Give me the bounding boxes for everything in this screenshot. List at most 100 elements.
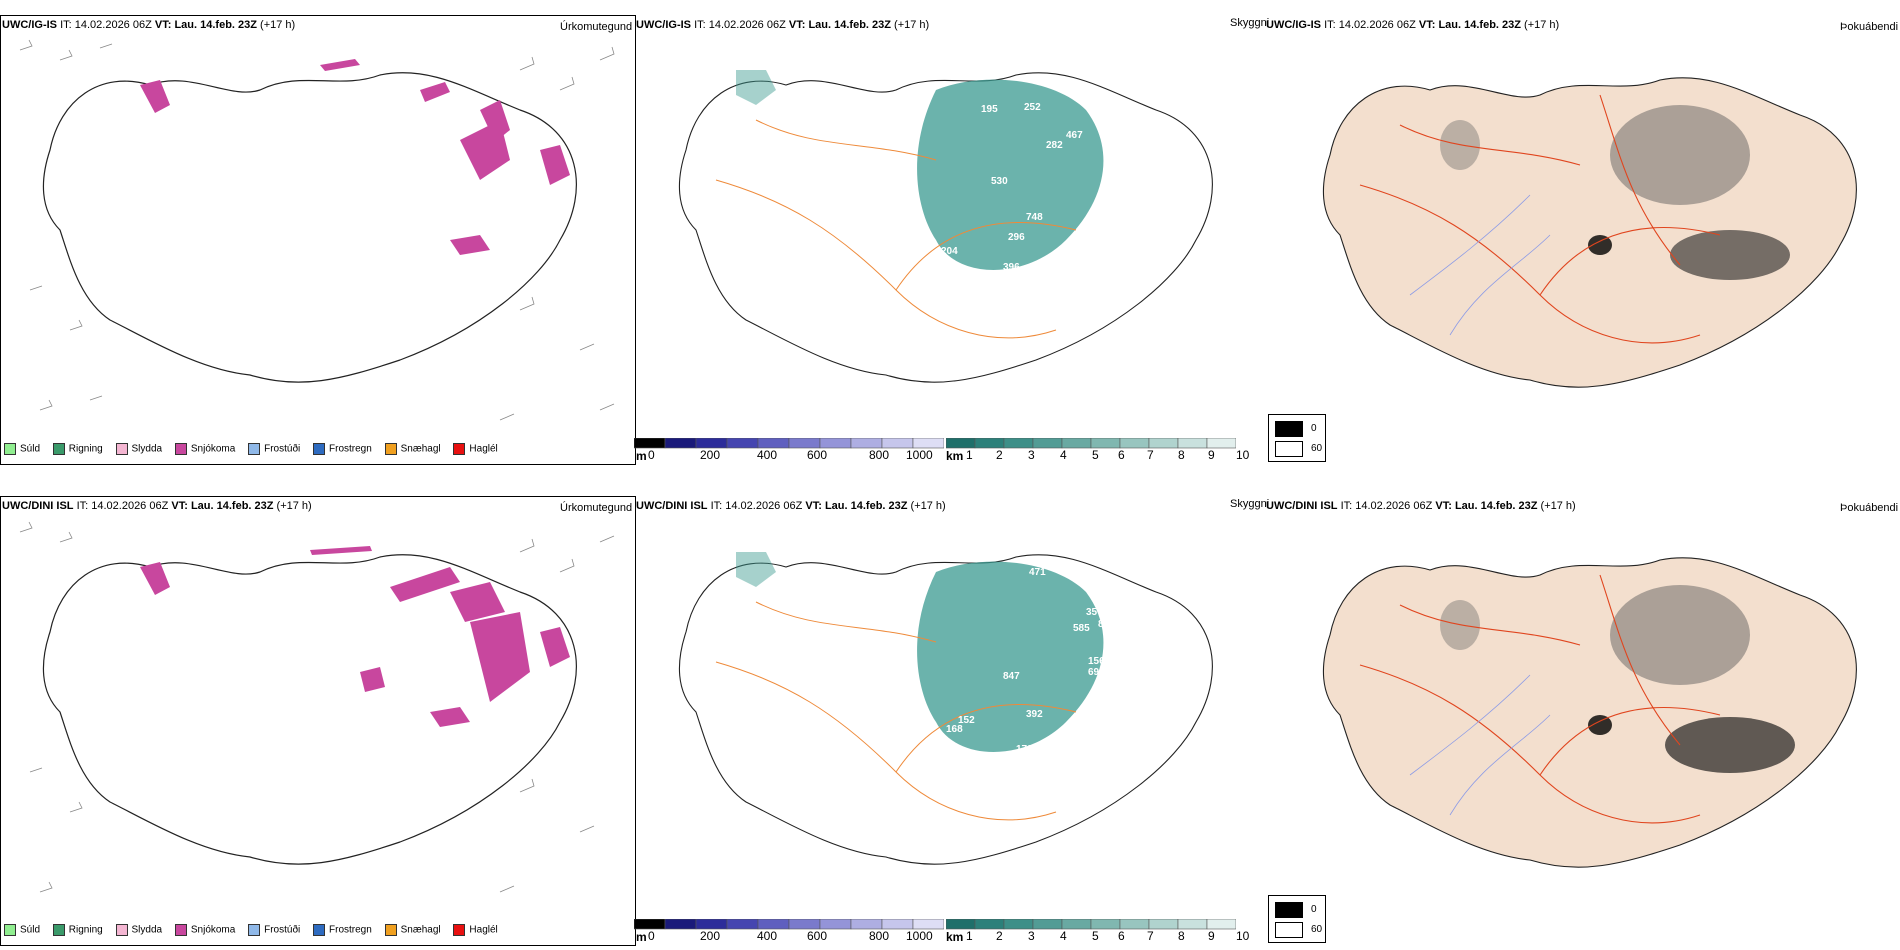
vis-bin [1206, 919, 1236, 930]
fog-swatch-black [1275, 902, 1303, 918]
vis-tick: 5 [1092, 448, 1099, 462]
cloud-labels: 471 357 867 404 585 632 847 156 691 556 … [946, 567, 1192, 770]
row1-cloud-param: Skyggni [1230, 17, 1270, 29]
vt-label: VT: [154, 19, 172, 31]
row2-cloud-map: 471 357 867 404 585 632 847 156 691 556 … [678, 552, 1213, 865]
cloud-label: 282 [1148, 690, 1165, 701]
legend-item: Súld [4, 443, 40, 455]
vis-tick: 3 [1028, 929, 1035, 943]
legend-swatch [4, 443, 16, 455]
vis-tick: 8 [1178, 929, 1185, 943]
fog-label: 0 [1311, 904, 1317, 915]
legend-swatch [384, 924, 397, 936]
fog-label: 60 [1311, 924, 1323, 935]
fog-swatch-white [1275, 441, 1303, 457]
base-bin [757, 919, 790, 930]
vis-unit: km [946, 449, 964, 463]
vis-unit: km [946, 930, 964, 944]
row1-precip-title: UWC/IG-IS IT: 14.02.2026 06Z VT: Lau. 14… [2, 19, 295, 31]
iceland-land [1322, 557, 1857, 868]
row1-fog-legend: 0 60 [1268, 414, 1326, 462]
cloud-label: 471 [1029, 567, 1046, 578]
vis-tick: 1 [966, 929, 973, 943]
legend-swatch [174, 443, 187, 455]
vis-bin [1090, 919, 1121, 930]
row1-base-colorbar [634, 438, 944, 449]
legend-swatch [4, 924, 16, 936]
row1-precip-legend: Súld Rigning Slydda Snjókoma Frostúði Fr… [4, 443, 508, 455]
vis-bin [974, 919, 1005, 930]
fog-shading [1440, 105, 1790, 280]
vis-bin [974, 438, 1005, 449]
wind-barbs [19, 39, 615, 421]
vis-tick: 7 [1147, 448, 1154, 462]
cloud-label: 691 [1088, 667, 1105, 678]
vis-bin [946, 919, 976, 930]
base-tick: 1000 [906, 929, 933, 943]
valid-time: Lau. 14.feb. 23Z [190, 500, 274, 512]
vis-bin [946, 438, 976, 449]
base-bin [695, 438, 728, 449]
row2-precip-legend: Súld Rigning Slydda Snjókoma Frostúði Fr… [4, 924, 508, 936]
legend-item: Snæhagl [384, 924, 441, 936]
row2-precip-map [19, 521, 615, 893]
fog-label: 60 [1311, 443, 1323, 454]
cloud-label: 145 [1116, 262, 1133, 273]
row2-fog-map [1322, 557, 1857, 868]
vis-bin [1061, 438, 1092, 449]
base-bin [757, 438, 790, 449]
base-tick: 0 [648, 929, 655, 943]
roads [1359, 574, 1721, 824]
legend-item: Frostúði [248, 924, 300, 936]
row1-precip-map [19, 39, 615, 421]
row2-precip-param: Úrkomutegund [560, 502, 633, 514]
vis-bin [1090, 438, 1121, 449]
vis-bin [1003, 919, 1034, 930]
cloud-label: 429 [1109, 714, 1126, 725]
iceland-land [1322, 77, 1857, 388]
vt-label: VT: [1435, 500, 1452, 512]
vis-tick: 9 [1208, 929, 1215, 943]
legend-swatch [453, 443, 466, 455]
init-time: 14.02.2026 06Z [74, 19, 152, 31]
lead-time: (+17 h) [1540, 500, 1576, 512]
legend-swatch [115, 443, 128, 455]
snow-areas [140, 546, 570, 727]
row1-cloud-map: 252 195 467 282 501 530 488 748 680 296 … [678, 70, 1213, 383]
vis-bin [1148, 919, 1179, 930]
init-time: 14.02.2026 06Z [91, 500, 169, 512]
base-unit: m [636, 449, 647, 463]
vis-tick: 9 [1208, 448, 1215, 462]
init-time: 14.02.2026 06Z [725, 500, 803, 512]
cloud-label: 867 [1098, 619, 1115, 630]
vt-label: VT: [788, 19, 806, 31]
cloud-label: 199 [1054, 260, 1071, 271]
cloud-area [736, 70, 1104, 270]
base-tick: 0 [648, 448, 655, 462]
cloud-area [736, 552, 1104, 752]
row1-precip-param: Úrkomutegund [560, 21, 633, 33]
vis-bin [1119, 919, 1150, 930]
cloud-label: 380 [1106, 240, 1123, 251]
row2-base-colorbar [634, 919, 944, 930]
cloud-labels: 252 195 467 282 501 530 488 748 680 296 … [941, 102, 1191, 289]
cloud-label: 320 [1133, 724, 1150, 735]
base-bin [788, 438, 821, 449]
legend-item: Súld [4, 924, 40, 936]
cloud-label: 680 [1136, 214, 1153, 225]
model-name: UWC/DINI ISL [636, 500, 708, 512]
row2-fog-title: UWC/DINI ISL IT: 14.02.2026 06Z VT: Lau.… [1266, 500, 1576, 512]
model-name: UWC/DINI ISL [1266, 500, 1338, 512]
base-tick: 200 [700, 929, 721, 943]
base-tick: 600 [807, 929, 828, 943]
it-label: IT: [76, 500, 89, 512]
vis-bin [1032, 438, 1063, 449]
base-bin [881, 919, 914, 930]
cloud-label: 501 [1138, 144, 1155, 155]
valid-time: Lau. 14.feb. 23Z [824, 500, 908, 512]
cloud-label: 156 [1088, 656, 1105, 667]
vt-label: VT: [171, 500, 188, 512]
valid-time: Lau. 14.feb. 23Z [1454, 500, 1538, 512]
vis-tick: 7 [1147, 929, 1154, 943]
cloud-label: 299 [1093, 759, 1110, 770]
